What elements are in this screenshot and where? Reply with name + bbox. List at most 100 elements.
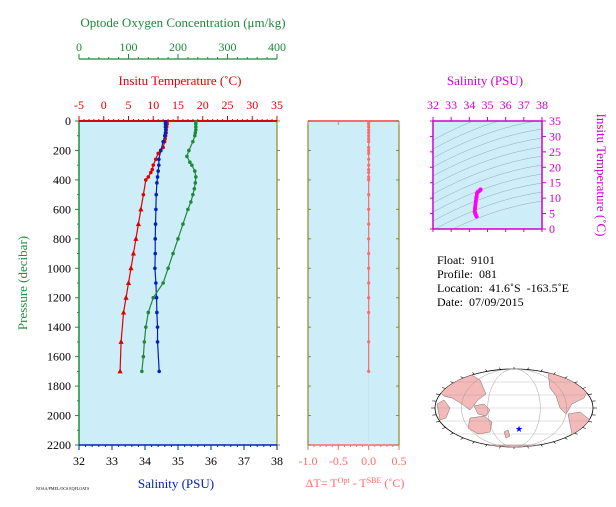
salinity-point xyxy=(155,175,160,179)
salinity-point xyxy=(155,310,159,315)
delta-tick-label: 0.5 xyxy=(392,454,407,468)
profile-date: Date: 07/09/2015 xyxy=(437,295,524,309)
ts-point xyxy=(474,196,479,201)
temperature-tick-label: 0 xyxy=(101,98,107,112)
pressure-tick-label: 2000 xyxy=(47,409,71,423)
salinity-point xyxy=(157,163,161,167)
delta-point xyxy=(367,369,371,373)
map-rim-tick xyxy=(442,387,446,389)
ts-isopycnal-curve xyxy=(433,121,538,159)
temperature-tick-label: 15 xyxy=(172,98,184,112)
oxygen-point xyxy=(193,181,198,185)
map-rim-tick xyxy=(527,446,529,449)
world-map-inset: ★ xyxy=(431,367,597,449)
temperature-point xyxy=(118,338,124,344)
ts-point xyxy=(473,202,478,207)
pressure-tick-label: 800 xyxy=(53,232,71,246)
pressure-tick-label: 600 xyxy=(53,202,71,216)
map-rim-tick xyxy=(582,427,586,429)
pressure-tick-label: 1200 xyxy=(47,291,71,305)
profile-panel-bg xyxy=(79,121,277,445)
delta-point xyxy=(367,222,371,226)
ts-point xyxy=(472,206,477,211)
ts-xtick-label: 35 xyxy=(482,98,494,112)
oxygen-point xyxy=(190,163,194,167)
ts-panel-bg xyxy=(433,121,542,229)
delta-axis-title: ΔT= TOpt - TSBE (˚C) xyxy=(306,476,405,490)
map-rim-tick xyxy=(435,393,440,395)
temperature-axis-title: Insitu Temperature (˚C) xyxy=(118,73,241,88)
map-rim-tick xyxy=(442,427,446,429)
map-rim-tick xyxy=(460,437,464,440)
ts-isopycnal-curve xyxy=(433,146,542,186)
oxygen-point xyxy=(142,340,147,344)
delta-point xyxy=(367,145,371,150)
temperature-tick-label: -5 xyxy=(74,98,84,112)
delta-point xyxy=(367,131,371,135)
map-rim-tick xyxy=(574,381,578,384)
map-rim-tick xyxy=(450,432,454,435)
delta-label-suffix: (˚C) xyxy=(381,476,404,490)
salinity-point xyxy=(154,281,158,285)
oxygen-point xyxy=(188,160,192,165)
map-rim-tick xyxy=(588,421,593,423)
map-rim-tick xyxy=(485,444,488,447)
delta-point xyxy=(367,151,371,155)
delta-point xyxy=(367,170,371,175)
map-rim-tick xyxy=(540,369,543,372)
salinity-point xyxy=(154,192,159,197)
salinity-point xyxy=(154,295,159,300)
salinity-point xyxy=(163,133,167,138)
map-rim-tick xyxy=(472,372,475,375)
ts-ytick-label: 25 xyxy=(549,145,561,159)
temperature-point xyxy=(153,157,158,162)
delta-point xyxy=(367,251,371,256)
salinity-point xyxy=(163,130,168,135)
delta-point xyxy=(367,148,371,153)
map-land-africa-edge xyxy=(436,399,451,421)
oxygen-tick-label: 200 xyxy=(169,40,187,54)
ts-xtick-label: 36 xyxy=(500,98,512,112)
float-id: Float: 9101 xyxy=(437,253,496,267)
temperature-point xyxy=(135,221,141,227)
map-rim-tick xyxy=(499,446,501,449)
salinity-point xyxy=(159,148,163,153)
oxygen-tick-label: 0 xyxy=(76,40,82,54)
oxygen-point xyxy=(161,281,165,285)
salinity-point xyxy=(157,369,161,374)
delta-point xyxy=(367,310,371,315)
ts-isopycnal-curve xyxy=(433,128,542,168)
ts-point xyxy=(474,191,479,196)
salinity-tick-label: 35 xyxy=(172,454,184,468)
delta-point xyxy=(367,137,371,141)
map-rim-tick xyxy=(435,421,440,423)
temperature-tick-label: 10 xyxy=(147,98,159,112)
salinity-point xyxy=(153,251,158,256)
temperature-tick-label: 25 xyxy=(222,98,234,112)
salinity-axis-title: Salinity (PSU) xyxy=(138,476,214,491)
temperature-point xyxy=(148,170,153,175)
delta-point xyxy=(367,125,371,129)
salinity-point xyxy=(154,207,158,212)
oxygen-tick-label: 400 xyxy=(268,40,286,54)
delta-point xyxy=(367,134,371,138)
map-rim-tick xyxy=(574,432,578,435)
delta-point xyxy=(367,237,371,241)
delta-tick-label: 0.0 xyxy=(361,454,376,468)
oxygen-point xyxy=(194,125,198,129)
temperature-tick-label: 35 xyxy=(271,98,283,112)
ts-isopycnal-curve xyxy=(433,121,474,141)
delta-point xyxy=(367,175,371,179)
map-rim-tick xyxy=(450,381,454,384)
salinity-tick-label: 37 xyxy=(238,454,250,468)
pressure-tick-label: 1400 xyxy=(47,320,71,334)
pressure-tick-label: 200 xyxy=(53,143,71,157)
temperature-point xyxy=(138,206,144,212)
temperature-point xyxy=(128,265,134,271)
oxygen-point xyxy=(194,175,198,179)
temperature-point xyxy=(117,368,123,374)
map-rim-tick xyxy=(499,367,501,370)
temperature-point xyxy=(151,163,156,167)
ts-isopycnal-curve xyxy=(433,137,542,177)
profile-number: Profile: 081 xyxy=(437,267,497,281)
